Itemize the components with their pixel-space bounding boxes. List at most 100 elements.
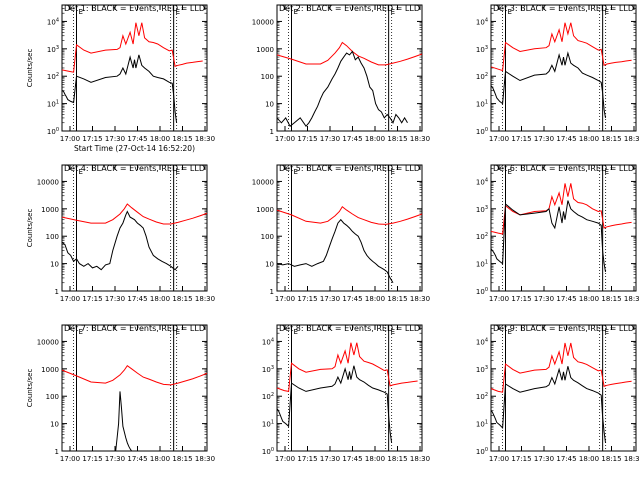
x-tick-label: 18:30 (195, 455, 215, 463)
panel-title: Det 9: BLACK = Events, RED = LLD (493, 324, 634, 333)
plot-frame (61, 4, 208, 132)
lld-series-line (61, 22, 203, 73)
x-tick-label: 17:45 (342, 455, 362, 463)
x-tick-label: 17:00 (275, 295, 295, 303)
lld-series-line (490, 22, 632, 72)
event-marker-label: E (176, 328, 180, 336)
panel-title: Det 4: BLACK = Events, RED = LLD (64, 164, 205, 173)
y-axis-label: Counts/sec (26, 49, 34, 88)
x-tick-label: 17:00 (60, 135, 80, 143)
y-tick-label: 100 (46, 233, 59, 241)
event-marker-label: E (391, 8, 395, 16)
lld-series-line (276, 205, 423, 225)
panel-title: Det 8: BLACK = Events, RED = LLD (279, 324, 420, 333)
x-tick-label: 18:30 (624, 455, 640, 463)
y-tick-label: 1000 (41, 206, 59, 214)
plot-frame (61, 324, 208, 452)
x-tick-label: 17:30 (320, 135, 340, 143)
y-tick-label: 1 (270, 128, 274, 136)
x-tick-label: 18:00 (579, 455, 599, 463)
events-series-line (276, 218, 394, 284)
y-tick-label: 10000 (37, 178, 59, 186)
panel-title: Det 6: BLACK = Events, RED = LLD (493, 164, 634, 173)
y-tick-label: 100 (476, 447, 488, 456)
events-series-line (276, 50, 408, 128)
panel-det-5: Det 5: BLACK = Events, RED = LLD 1 10 100 10… (252, 164, 430, 303)
x-tick-label: 17:15 (511, 455, 531, 463)
plot-frame (490, 164, 637, 292)
x-tick-label: 18:00 (579, 135, 599, 143)
x-tick-label: 17:00 (489, 135, 509, 143)
events-series-line (61, 210, 179, 271)
events-series-line (115, 391, 133, 452)
y-tick-label: 101 (476, 100, 488, 109)
x-tick-label: 18:15 (172, 455, 192, 463)
event-marker-label: E (605, 328, 609, 336)
y-tick-label: 104 (476, 337, 488, 346)
y-tick-label: 100 (261, 233, 274, 241)
panel-title: Det 5: BLACK = Events, RED = LLD (279, 164, 420, 173)
event-marker-label: E (508, 328, 512, 336)
x-tick-label: 18:00 (150, 295, 170, 303)
event-marker-label: E (294, 328, 298, 336)
y-tick-label: 100 (262, 447, 274, 456)
y-tick-label: 103 (476, 45, 488, 54)
panel-det-7: Det 7: BLACK = Events, RED = LLD Counts/s… (26, 324, 215, 463)
y-tick-label: 1 (270, 288, 274, 296)
event-marker-label: E (605, 8, 609, 16)
y-tick-label: 101 (262, 420, 274, 429)
x-tick-label: 17:45 (342, 135, 362, 143)
lld-series-line (61, 203, 208, 225)
y-tick-label: 101 (47, 100, 59, 109)
x-tick-label: 17:15 (511, 295, 531, 303)
x-tick-label: 18:00 (365, 295, 385, 303)
panel-det-2: Det 2: BLACK = Events, RED = LLD 1 10 100 10… (252, 4, 430, 143)
x-tick-label: 18:30 (195, 135, 215, 143)
x-tick-label: 17:45 (127, 455, 147, 463)
x-tick-label: 17:30 (534, 455, 554, 463)
panel-det-6: Det 6: BLACK = Events, RED = LLD 100 101 10… (476, 164, 640, 303)
x-tick-label: 18:00 (579, 295, 599, 303)
x-tick-label: 17:45 (342, 295, 362, 303)
x-tick-label: 17:30 (534, 135, 554, 143)
x-tick-label: 17:45 (556, 455, 576, 463)
panel-title: Det 7: BLACK = Events, RED = LLD (64, 324, 205, 333)
x-tick-label: 18:00 (150, 135, 170, 143)
event-marker-label: E (79, 8, 83, 16)
events-series-line (490, 200, 606, 272)
y-tick-label: 100 (261, 73, 274, 81)
x-tick-label: 17:15 (511, 135, 531, 143)
x-tick-label: 18:00 (365, 455, 385, 463)
x-tick-label: 17:15 (297, 455, 317, 463)
y-tick-label: 104 (476, 17, 488, 26)
x-tick-label: 18:15 (601, 455, 621, 463)
y-tick-label: 102 (47, 72, 59, 81)
panel-det-4: Det 4: BLACK = Events, RED = LLD Counts/s… (26, 164, 215, 303)
event-marker-label: E (176, 8, 180, 16)
y-tick-label: 10 (265, 101, 274, 109)
event-marker-label: E (176, 168, 180, 176)
lld-series-line (276, 342, 418, 392)
events-series-line (61, 54, 178, 123)
x-tick-label: 17:30 (105, 295, 125, 303)
y-tick-label: 10000 (252, 18, 274, 26)
lld-series-line (61, 364, 208, 386)
y-tick-label: 102 (476, 72, 488, 81)
x-tick-label: 18:15 (172, 135, 192, 143)
x-tick-label: 17:30 (320, 455, 340, 463)
y-tick-label: 103 (47, 45, 59, 54)
event-marker-label: E (508, 168, 512, 176)
plot-frame (61, 164, 208, 292)
y-axis-label: Counts/sec (26, 369, 34, 408)
panel-title: Det 3: BLACK = Events, RED = LLD (493, 4, 634, 13)
lld-series-line (490, 342, 632, 393)
events-series-line (276, 365, 393, 443)
x-tick-label: 17:00 (275, 455, 295, 463)
event-marker-label: E (605, 168, 609, 176)
x-tick-label: 17:15 (297, 295, 317, 303)
x-tick-label: 18:15 (601, 295, 621, 303)
event-marker-label: E (391, 328, 395, 336)
x-tick-label: 17:00 (60, 455, 80, 463)
y-tick-label: 1000 (256, 46, 274, 54)
x-tick-label: 17:00 (489, 455, 509, 463)
